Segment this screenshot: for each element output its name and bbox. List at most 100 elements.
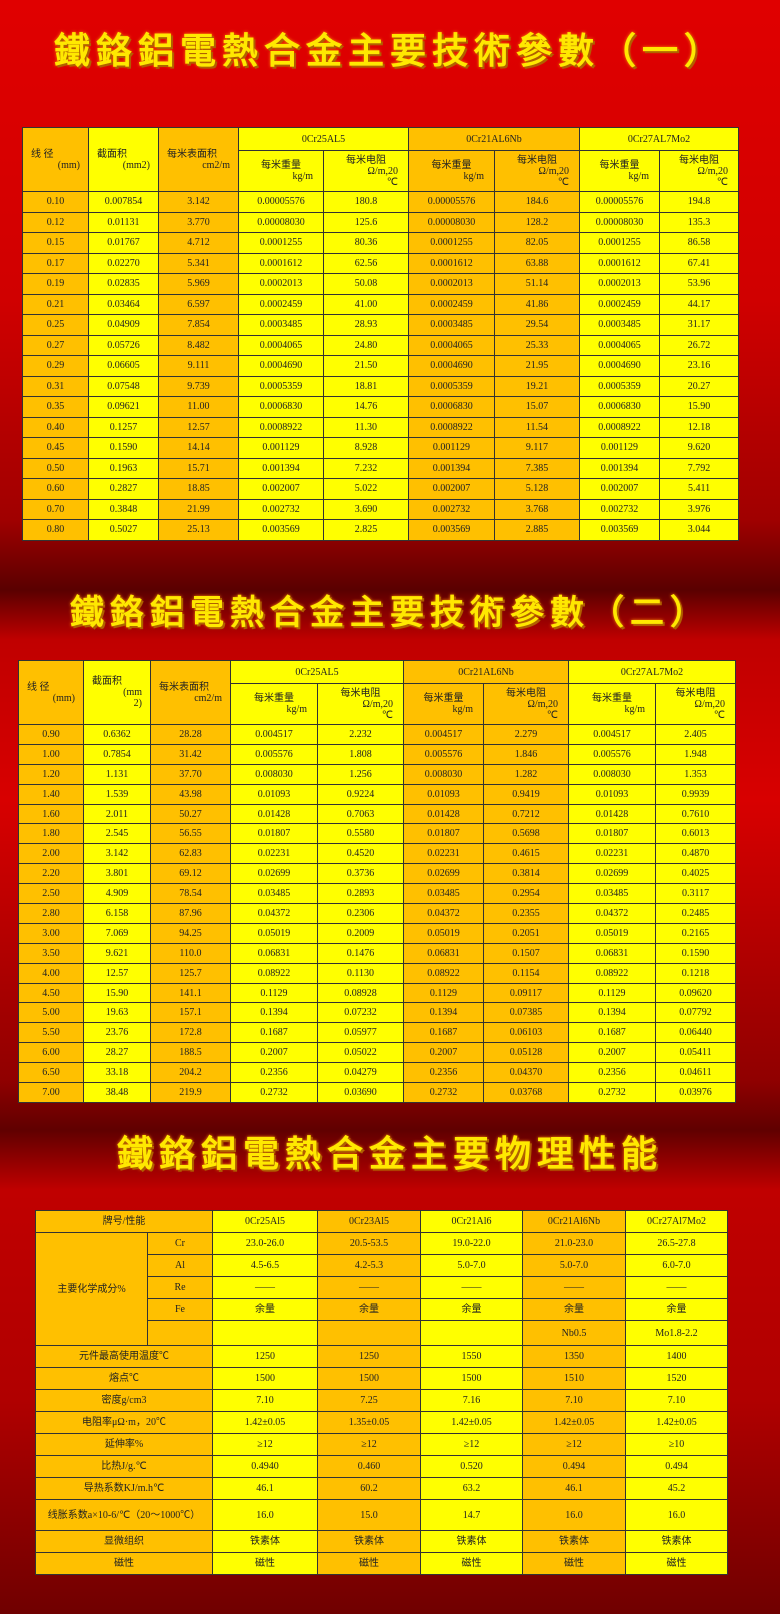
table-cell: 0.2356 [230, 1062, 318, 1084]
table-cell: 0.04279 [317, 1062, 404, 1084]
table-cell: 6.50 [18, 1062, 84, 1084]
table-cell: 0.4870 [654, 843, 737, 865]
table-cell: 1.256 [317, 763, 404, 785]
table-cell: 1550 [420, 1345, 523, 1368]
table-cell: 0.1590 [88, 437, 159, 459]
table-cell: 0.05019 [230, 922, 318, 944]
table-cell: 1.131 [83, 763, 151, 785]
parameters-table-2: 线 径 (mm) 截面积 (mm 2) 每米表面积 cm2/m 0Cr25AL5 0Cr21AL… [18, 660, 737, 1103]
table-cell: 1520 [625, 1367, 728, 1390]
property-row: 线胀系数a×10-6/℃（20～1000℃） 16.0 15.0 14.7 16.0 16… [35, 1499, 728, 1531]
table-cell: 0.5580 [317, 823, 404, 845]
table-cell: 铁素体 [625, 1530, 728, 1553]
table-row: 0.27 0.05726 8.482 0.0004065 24.80 0.0004065 2… [22, 334, 740, 356]
table-cell: 4.2-5.3 [317, 1254, 421, 1277]
table-cell: 204.2 [150, 1062, 231, 1084]
table-cell: 46.1 [522, 1477, 626, 1500]
table-cell: 21.50 [323, 355, 409, 377]
table-cell: 0.29 [22, 355, 89, 377]
header-text: Ω/m,20 [527, 698, 559, 710]
table-cell: 0.4940 [212, 1455, 318, 1478]
table-cell: 0.12 [22, 211, 89, 233]
table-cell: 128.2 [494, 211, 580, 233]
table-cell: ≥10 [625, 1433, 728, 1456]
element-label [147, 1320, 213, 1346]
physical-properties-table: 牌号/性能 0Cr25Al5 0Cr23Al5 0Cr21Al6 0Cr21Al6Nb 0… [35, 1210, 728, 1575]
table-row: 0.50 0.1963 15.71 0.001394 7.232 0.001394 7.38… [22, 457, 740, 479]
table-cell: 0.0003485 [238, 314, 324, 336]
table-cell: 0.09620 [654, 982, 737, 1004]
table-cell: 0.008030 [230, 763, 318, 785]
table-cell: 0.03485 [403, 883, 484, 905]
header-text: kg/m [624, 704, 645, 715]
table-row: 4.50 15.90 141.1 0.1129 0.08928 0.1129 0.09117… [18, 982, 737, 1004]
table-cell: 5.00 [18, 1002, 84, 1024]
composition-row: Al 4.5-6.5 4.2-5.3 5.0-7.0 5.0-7.0 6.0-7.0 [36, 1254, 728, 1277]
table-cell: 0.2356 [568, 1062, 656, 1084]
table-cell: 0.0005359 [238, 375, 324, 397]
property-row: 电阻率μΩ·m，20℃ 1.42±0.05 1.35±0.05 1.42±0.05 1.… [35, 1411, 728, 1434]
header-row: 每米重量 kg/m 每米电阻 Ω/m,20 ℃ 每米重量 kg/m 每米电阻 Ω/m,20 ℃ 每米… [19, 683, 737, 725]
header-text: 截面积 [92, 676, 122, 687]
table-cell: 1.40 [18, 783, 84, 805]
table-cell: 11.00 [158, 396, 239, 418]
title-parameters-1: 鐵鉻鋁電熱合金主要技術參數（一） [53, 30, 726, 72]
table-row: 1.40 1.539 43.98 0.01093 0.9224 0.01093 0.9419… [18, 783, 737, 805]
table-cell: 0.01807 [230, 823, 318, 845]
table-cell: 0.04611 [654, 1062, 737, 1084]
header-resistance: 每米电阻 Ω/m,20 ℃ [483, 683, 569, 725]
table-cell: 0.1394 [403, 1002, 484, 1024]
table-cell: 50.27 [150, 803, 231, 825]
table-cell: 46.1 [212, 1477, 318, 1500]
table-cell: 51.14 [494, 273, 580, 295]
table-cell: 0.01807 [568, 823, 656, 845]
table-cell: 110.0 [150, 942, 231, 964]
table-cell: 0.05128 [483, 1042, 569, 1064]
table-cell: 3.770 [158, 211, 239, 233]
header-text: ℃ [713, 709, 726, 721]
table-cell: 0.7063 [317, 803, 404, 825]
property-row: 延伸率% ≥12 ≥12 ≥12 ≥12 ≥10 [35, 1433, 728, 1456]
table-row: 0.12 0.01131 3.770 0.00008030 125.6 0.0000803… [22, 211, 740, 233]
table-cell: 0.008030 [403, 763, 484, 785]
table-cell: 0.00005576 [579, 191, 660, 213]
table-cell: 41.86 [494, 293, 580, 315]
header-text: kg/m [628, 171, 649, 182]
table-cell: 33.18 [83, 1062, 151, 1084]
table-cell: 0.1394 [230, 1002, 318, 1024]
header-grade: 0Cr25AL5 [230, 660, 404, 684]
table-cell: 3.768 [494, 498, 580, 520]
table-cell: 188.5 [150, 1042, 231, 1064]
table-cell: 7.00 [18, 1082, 84, 1103]
table-cell: 1.353 [654, 763, 737, 785]
table-cell: 铁素体 [522, 1530, 626, 1553]
table-cell: 37.70 [150, 763, 231, 785]
header-text: 每米表面积 [159, 681, 209, 693]
table-row: 1.00 0.7854 31.42 0.005576 1.808 0.005576 1.84… [18, 743, 737, 765]
header-text: kg/m [286, 704, 307, 715]
table-cell: 16.0 [522, 1499, 626, 1531]
property-row: 元件最高使用温度℃ 1250 1250 1550 1350 1400 [35, 1345, 728, 1368]
table-cell: 21.95 [494, 355, 580, 377]
table-cell: 0.27 [22, 334, 89, 356]
table-cell: 5.0-7.0 [522, 1254, 626, 1277]
table-cell: 0.00005576 [408, 191, 495, 213]
header-text: 每米电阻 [675, 687, 716, 699]
table-cell: 0.520 [420, 1455, 523, 1478]
header-text: ℃ [381, 709, 393, 721]
table-cell: 5.128 [494, 478, 580, 500]
table-cell: 5.50 [18, 1022, 84, 1044]
header-text: Ω/m,20 [538, 165, 570, 177]
table-cell: ≥12 [420, 1433, 523, 1456]
table-cell: 余量 [522, 1298, 626, 1321]
table-cell: 0.2007 [230, 1042, 318, 1064]
header-text: 每米重量 [431, 160, 472, 171]
table-cell: 2.232 [317, 724, 404, 745]
header-text: Ω/m,20 [694, 698, 726, 710]
table-cell: 0.04372 [230, 903, 318, 924]
table-cell: 0.7212 [483, 803, 569, 825]
property-label: 延伸率% [35, 1433, 213, 1456]
table-cell: 0.06831 [230, 942, 318, 964]
table-cell: 157.1 [150, 1002, 231, 1024]
table-cell: 4.909 [83, 883, 151, 905]
